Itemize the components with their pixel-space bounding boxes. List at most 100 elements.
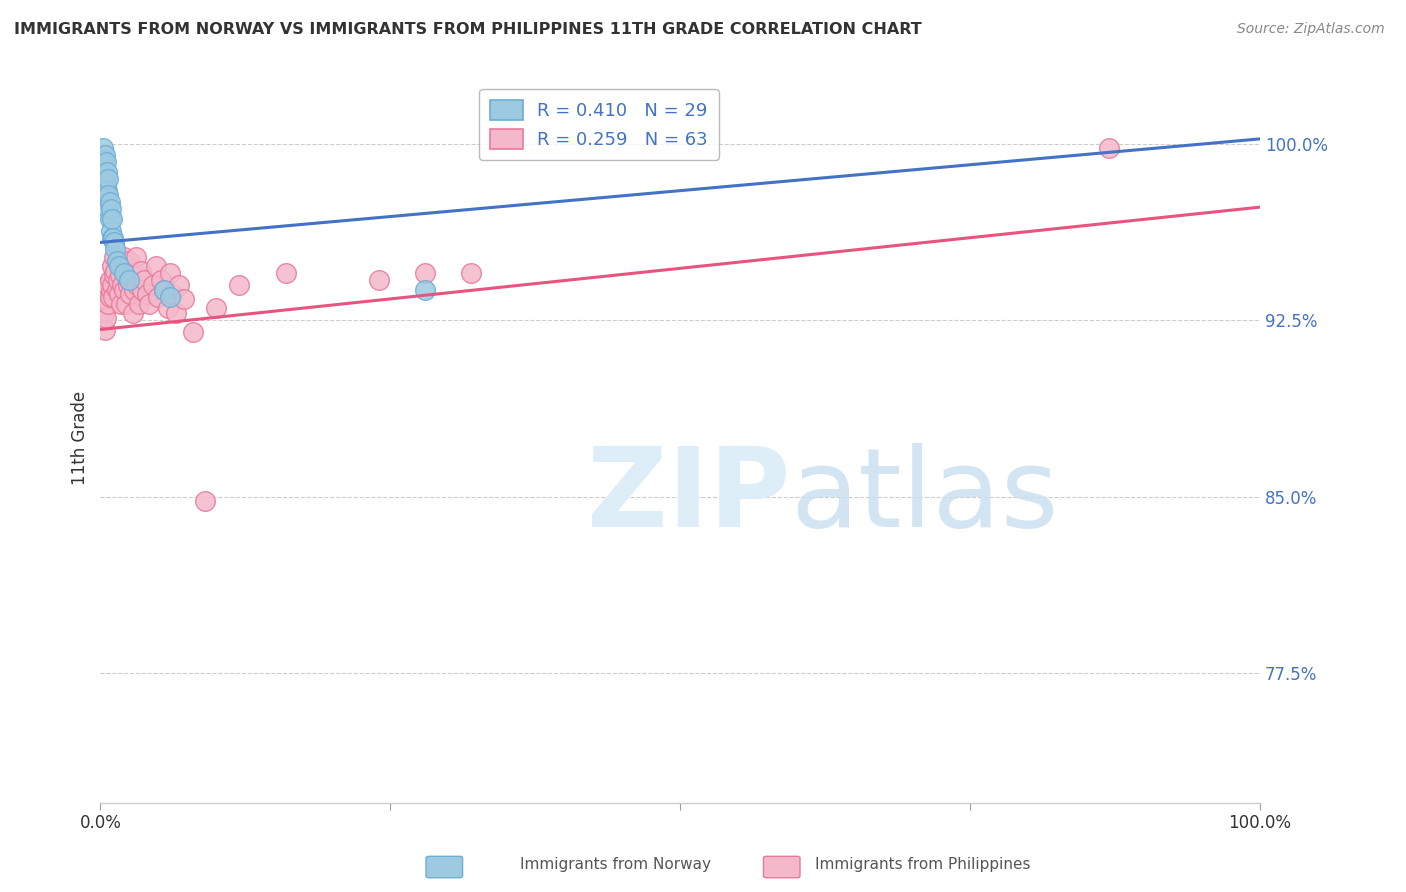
Point [91,141,114,155]
Point [1098,141,1121,155]
Point [103,250,125,264]
Point [101,211,124,226]
Point [110,296,132,310]
Point [115,296,138,310]
Point [121,268,143,283]
Point [129,263,152,277]
Point [162,287,184,301]
Point [94,292,117,306]
Point [94,193,117,207]
Point [93,165,115,179]
Text: Immigrants from Norway: Immigrants from Norway [520,857,711,872]
Point [117,277,139,292]
Point [108,268,131,283]
Point [121,306,143,320]
Point [103,235,125,250]
Point [101,231,124,245]
Point [156,301,179,316]
Point [100,202,122,217]
Point [122,283,145,297]
Point [93,306,115,320]
Point [413,266,436,280]
Point [153,283,176,297]
Text: Immigrants from Philippines: Immigrants from Philippines [815,857,1031,872]
Point [149,273,172,287]
Point [94,177,117,191]
Point [114,266,136,280]
Point [100,283,122,297]
Point [101,231,124,245]
Point [118,273,141,287]
Text: Source: ZipAtlas.com: Source: ZipAtlas.com [1237,22,1385,37]
Point [98,195,121,210]
Point [141,277,163,292]
Point [105,283,128,297]
Point [96,277,118,292]
Legend: R = 0.410   N = 29, R = 0.259   N = 63: R = 0.410 N = 29, R = 0.259 N = 63 [479,89,718,160]
Point [194,494,217,508]
Point [98,211,121,226]
Point [413,283,436,297]
Text: IMMIGRANTS FROM NORWAY VS IMMIGRANTS FROM PHILIPPINES 11TH GRADE CORRELATION CHA: IMMIGRANTS FROM NORWAY VS IMMIGRANTS FRO… [14,22,922,37]
Point [104,243,127,257]
Point [94,310,117,325]
Text: atlas: atlas [790,442,1059,549]
Point [118,254,141,268]
Point [101,259,124,273]
Point [111,277,134,292]
Point [135,287,157,301]
Point [124,266,146,280]
Point [159,289,181,303]
Point [167,277,190,292]
Point [228,277,250,292]
Point [173,292,195,306]
Point [94,148,117,162]
Point [104,263,127,277]
Point [112,266,135,280]
Point [460,266,482,280]
Point [103,268,125,283]
Point [128,296,150,310]
Point [112,283,135,297]
Point [112,250,135,264]
Point [205,301,228,316]
Point [107,273,129,287]
Point [94,322,117,336]
Text: ZIP: ZIP [588,442,790,549]
Point [108,287,131,301]
Point [181,325,204,339]
Point [101,289,124,303]
Point [97,172,120,186]
Point [274,266,297,280]
Point [96,165,118,179]
Point [107,254,129,268]
Point [98,289,121,303]
Point [159,266,181,280]
Point [138,296,160,310]
Point [153,283,176,297]
Point [98,273,121,287]
Point [105,254,128,268]
Point [131,283,153,297]
Point [93,153,115,167]
Point [97,296,120,310]
Point [100,224,122,238]
Point [165,306,187,320]
Point [134,273,156,287]
Y-axis label: 11th Grade: 11th Grade [72,391,89,485]
Point [108,259,131,273]
Point [127,277,149,292]
Point [97,202,120,217]
Point [94,155,117,169]
Point [145,259,167,273]
Point [367,273,389,287]
Point [115,259,138,273]
Point [148,289,170,303]
Point [120,287,142,301]
Point [125,250,148,264]
Point [101,277,124,292]
Point [97,188,120,202]
Point [94,172,117,186]
Point [96,184,118,198]
Point [118,273,141,287]
